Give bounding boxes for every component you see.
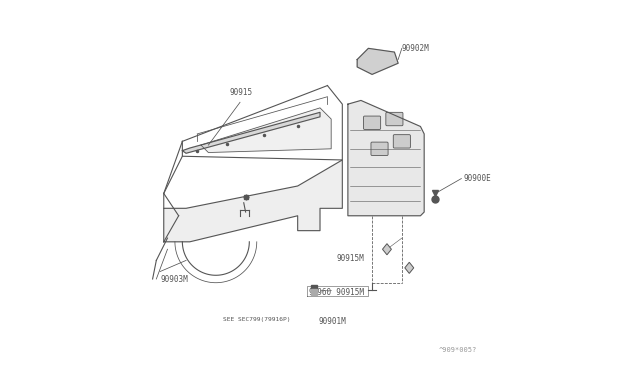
Polygon shape — [383, 244, 392, 255]
Text: 90915M: 90915M — [328, 288, 364, 296]
Text: SEE SEC799(79916P): SEE SEC799(79916P) — [223, 317, 291, 323]
Text: 90900E: 90900E — [463, 174, 491, 183]
Text: 90960: 90960 — [309, 288, 332, 296]
Polygon shape — [182, 112, 320, 153]
FancyBboxPatch shape — [386, 112, 403, 126]
FancyBboxPatch shape — [371, 142, 388, 155]
Polygon shape — [348, 100, 424, 216]
Polygon shape — [357, 48, 398, 74]
FancyBboxPatch shape — [394, 135, 410, 148]
Text: 90901M: 90901M — [318, 317, 346, 326]
Text: ^909*005?: ^909*005? — [439, 347, 477, 353]
FancyBboxPatch shape — [364, 116, 381, 129]
Polygon shape — [201, 108, 331, 153]
Text: 90915M: 90915M — [337, 254, 365, 263]
Text: 90902M: 90902M — [402, 44, 429, 53]
Text: 90903M: 90903M — [160, 275, 188, 284]
Polygon shape — [164, 160, 342, 242]
Text: 90915: 90915 — [230, 88, 253, 97]
Polygon shape — [405, 262, 413, 273]
